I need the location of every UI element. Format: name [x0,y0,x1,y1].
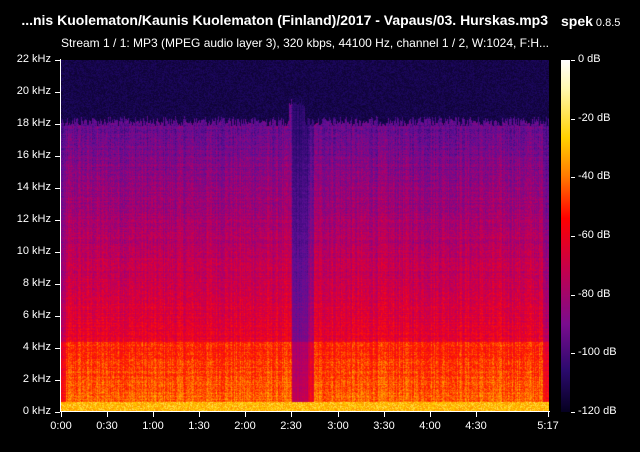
app-name: spek [561,13,593,29]
window-title: ...nis Kuolematon/Kaunis Kuolematon (Fin… [21,12,548,28]
time-tick [61,412,62,417]
time-tick [153,412,154,417]
time-tick [107,412,108,417]
time-tick [245,412,246,417]
colorbar-label: -80 dB [578,288,611,300]
time-tick-label: 2:00 [234,420,256,432]
frequency-tick [55,124,60,125]
time-tick-label: 4:00 [419,420,441,432]
frequency-tick-label: 10 kHz [16,245,51,257]
colorbar-label: -60 dB [578,229,611,241]
frequency-tick-label: 6 kHz [22,309,51,321]
frequency-tick [55,156,60,157]
time-tick-label: 2:30 [280,420,302,432]
time-tick-label: 1:30 [188,420,210,432]
colorbar-tick [571,295,575,296]
colorbar-label: -120 dB [578,405,617,417]
frequency-tick-label: 14 kHz [16,181,51,193]
frequency-tick-label: 8 kHz [22,277,51,289]
frequency-tick-label: 4 kHz [22,341,51,353]
colorbar-tick [571,412,575,413]
time-tick-label: 3:30 [373,420,395,432]
frequency-tick [55,380,60,381]
colorbar-label: 0 dB [578,53,601,65]
colorbar-label: -20 dB [578,112,611,124]
colorbar-label: -40 dB [578,170,611,182]
time-tick-label: 1:00 [142,420,164,432]
frequency-tick [55,188,60,189]
frequency-tick-label: 20 kHz [16,85,51,97]
frequency-tick [55,60,60,61]
frequency-tick [55,92,60,93]
time-tick-label: 3:00 [327,420,349,432]
frequency-tick [55,252,60,253]
stream-info: Stream 1 / 1: MP3 (MPEG audio layer 3), … [61,36,550,50]
time-tick [291,412,292,417]
frequency-tick [55,348,60,349]
time-tick-label: 0:00 [50,420,72,432]
frequency-tick-label: 0 kHz [22,405,51,417]
frequency-tick-label: 12 kHz [16,213,51,225]
time-tick [430,412,431,417]
app-version: 0.8.5 [595,17,621,29]
frequency-tick-label: 16 kHz [16,149,51,161]
frequency-tick [55,220,60,221]
frequency-tick-label: 18 kHz [16,117,51,129]
colorbar-tick [571,60,575,61]
time-tick-label: 5:17 [537,420,559,432]
frequency-tick [55,412,60,413]
colorbar-tick [571,177,575,178]
colorbar [561,60,570,412]
time-tick [476,412,477,417]
plot-frame [60,59,550,412]
frequency-tick [55,284,60,285]
time-tick [548,412,549,417]
spectrogram-canvas [61,60,549,412]
time-tick-label: 4:30 [465,420,487,432]
time-tick-label: 0:30 [96,420,118,432]
time-tick [338,412,339,417]
time-tick [199,412,200,417]
spectrogram-area[interactable] [61,60,549,412]
time-tick [384,412,385,417]
frequency-tick [55,316,60,317]
colorbar-tick [571,119,575,120]
frequency-tick-label: 2 kHz [22,373,51,385]
colorbar-tick [571,236,575,237]
frequency-tick-label: 22 kHz [16,53,51,65]
colorbar-label: -100 dB [578,346,617,358]
colorbar-tick [571,353,575,354]
app-branding: spek 0.8.5 [561,13,620,31]
